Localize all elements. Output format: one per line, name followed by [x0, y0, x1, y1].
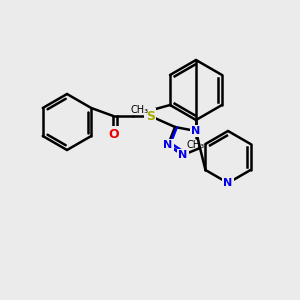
Text: N: N [224, 178, 232, 188]
Text: N: N [164, 140, 172, 150]
Text: N: N [191, 126, 201, 136]
Text: O: O [108, 128, 119, 140]
Text: S: S [146, 110, 155, 122]
Text: N: N [178, 150, 188, 160]
Text: CH₃: CH₃ [187, 140, 205, 150]
Text: CH₃: CH₃ [131, 105, 149, 115]
